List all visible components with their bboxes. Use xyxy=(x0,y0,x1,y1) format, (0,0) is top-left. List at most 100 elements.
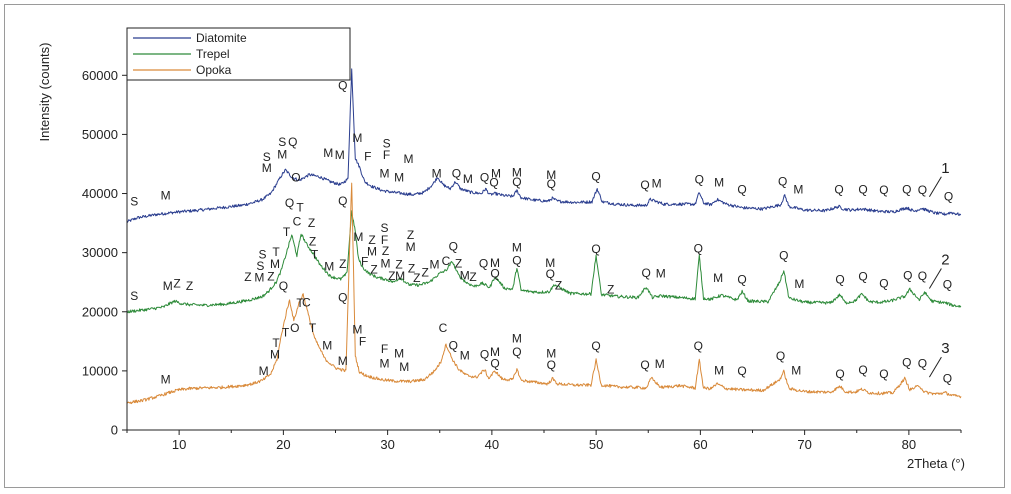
x-tick-label: 20 xyxy=(276,437,290,452)
curve-number-label: 3 xyxy=(941,340,949,357)
phase-label: M xyxy=(335,148,345,162)
phase-label: C xyxy=(302,295,311,309)
legend-items: Diatomite Trepel Opoka xyxy=(133,31,247,77)
phase-label: Q xyxy=(834,183,843,197)
phase-label: Z xyxy=(186,279,193,293)
phase-label: Z xyxy=(607,282,614,296)
x-tick-label: 40 xyxy=(485,437,499,452)
phase-label: S xyxy=(263,150,271,164)
phase-label: T xyxy=(283,225,291,239)
phase-label: S xyxy=(380,221,388,235)
phase-label: Z xyxy=(267,269,274,283)
phase-label: M xyxy=(491,167,501,181)
phase-label: Q xyxy=(452,167,461,181)
curve-number-leader xyxy=(928,356,942,378)
phase-label: M xyxy=(404,152,414,166)
phase-label: M xyxy=(161,372,171,386)
phase-label: M xyxy=(338,354,348,368)
phase-label: S xyxy=(383,136,391,150)
phase-label: Q xyxy=(490,267,499,281)
phase-label: Q xyxy=(879,367,888,381)
phase-label: Q xyxy=(694,242,703,256)
phase-label: M xyxy=(652,177,662,191)
phase-label: S xyxy=(278,135,286,149)
curve-number-label: 2 xyxy=(941,252,949,269)
phase-label: Q xyxy=(778,174,787,188)
phase-label: Z xyxy=(408,262,415,276)
y-tick-label: 30000 xyxy=(82,245,118,260)
phase-label: M xyxy=(322,339,332,353)
phase-label: M xyxy=(460,349,470,363)
phase-label: Q xyxy=(547,358,556,372)
phase-label: M xyxy=(545,256,555,270)
phase-label: Z xyxy=(173,277,180,291)
phase-label: Q xyxy=(338,194,347,208)
x-tick-label: 50 xyxy=(589,437,603,452)
phase-label: Q xyxy=(285,196,294,210)
phase-label: T xyxy=(272,336,280,350)
phase-label: M xyxy=(381,256,391,270)
y-tick-label: 0 xyxy=(111,423,118,438)
phase-label: Q xyxy=(546,267,555,281)
phase-label: M xyxy=(323,146,333,160)
phase-label: S xyxy=(130,194,138,208)
phase-label: M xyxy=(399,360,409,374)
series-line-opoka xyxy=(126,182,962,405)
phase-label: C xyxy=(293,215,302,229)
phase-label: M xyxy=(432,167,442,181)
phase-label: F xyxy=(381,233,388,247)
phase-label: Z xyxy=(469,270,476,284)
phase-label: Q xyxy=(879,183,888,197)
phase-label: Q xyxy=(943,372,952,386)
phase-label: Z xyxy=(339,257,346,271)
phase-label: Q xyxy=(547,177,556,191)
phase-label: Z xyxy=(422,265,429,279)
x-tick-label: 60 xyxy=(693,437,707,452)
phase-label: T xyxy=(311,248,319,262)
phase-label: Q xyxy=(918,183,927,197)
legend-label-opoka: Opoka xyxy=(196,63,232,77)
phase-label: M xyxy=(512,241,522,255)
phase-label: M xyxy=(395,269,405,283)
legend-label-diatomite: Diatomite xyxy=(196,31,247,45)
phase-label: T xyxy=(272,245,280,259)
phase-label: Q xyxy=(338,291,347,305)
phase-label: M xyxy=(324,259,334,273)
phase-label: M xyxy=(460,268,470,282)
y-tick-label: 40000 xyxy=(82,186,118,201)
phase-label: Q xyxy=(591,242,600,256)
phase-label: M xyxy=(546,168,556,182)
phase-label: Q xyxy=(902,183,911,197)
phase-label: M xyxy=(490,256,500,270)
phase-label: Z xyxy=(455,256,462,270)
phase-label: M xyxy=(512,165,522,179)
phase-label: M xyxy=(259,364,269,378)
phase-label: Q xyxy=(779,249,788,263)
phase-label: M xyxy=(713,271,723,285)
x-axis-label: 2Theta (°) xyxy=(907,456,965,471)
phase-label: Q xyxy=(737,272,746,286)
phase-label: M xyxy=(463,172,473,186)
phase-label: Q xyxy=(512,345,521,359)
phase-label: T xyxy=(309,321,317,335)
phase-label: M xyxy=(394,346,404,360)
phase-label: Q xyxy=(694,339,703,353)
phase-label: Q xyxy=(480,171,489,185)
phase-label: Q xyxy=(918,269,927,283)
phase-label: M xyxy=(380,356,390,370)
x-tick-label: 70 xyxy=(797,437,811,452)
phase-label: T xyxy=(296,296,304,310)
phase-label: M xyxy=(270,348,280,362)
y-tick-label: 10000 xyxy=(82,363,118,378)
phase-label: M xyxy=(394,171,404,185)
tick-layer: 0 10000 20000 30000 40000 50000 60000 10 20 30 40 5… xyxy=(82,68,962,452)
phase-label: Z xyxy=(370,262,377,276)
phase-label: T xyxy=(282,326,290,340)
phase-label: O xyxy=(290,321,299,335)
phase-label: Q xyxy=(640,358,649,372)
phase-label: Z xyxy=(395,258,402,272)
x-tick-label: 30 xyxy=(380,437,394,452)
phase-label: Q xyxy=(338,79,347,93)
phase-label: M xyxy=(163,279,173,293)
phase-label: M xyxy=(490,345,500,359)
